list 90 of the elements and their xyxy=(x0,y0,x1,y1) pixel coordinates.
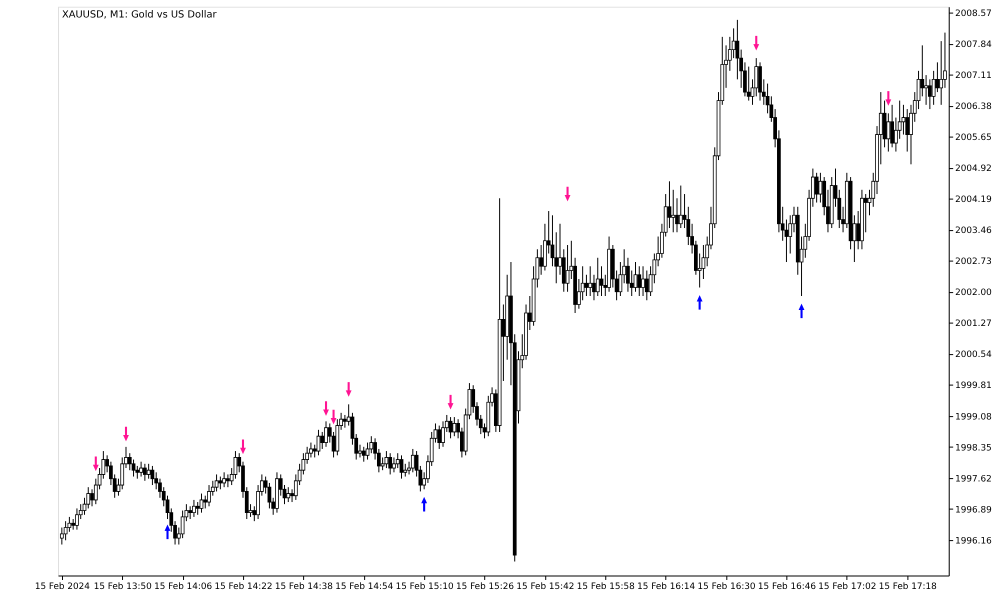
y-tick-label: 1996.89 xyxy=(955,505,992,516)
candlestick xyxy=(324,420,328,448)
candlestick xyxy=(222,472,226,488)
candlestick xyxy=(671,189,676,233)
candlestick xyxy=(139,461,143,478)
candlestick xyxy=(905,108,910,152)
candlestick xyxy=(539,244,544,276)
y-tick-label: 2006.38 xyxy=(955,102,992,112)
y-tick-label: 2007.11 xyxy=(955,71,992,82)
x-tick-label: 15 Feb 13:50 xyxy=(94,582,152,592)
candlestick xyxy=(362,446,366,462)
candlestick xyxy=(286,486,290,503)
candlestick xyxy=(890,104,894,148)
x-tick-label: 15 Feb 17:18 xyxy=(878,582,938,592)
candlestick xyxy=(71,518,76,530)
candlestick xyxy=(437,425,442,450)
y-tick-label: 2001.27 xyxy=(955,319,992,330)
x-tick-label: 15 Feb 14:54 xyxy=(335,582,394,592)
y-tick-label: 2007.84 xyxy=(955,40,992,50)
y-tick-label: 2004.19 xyxy=(955,195,992,206)
x-tick-label: 15 Feb 16:30 xyxy=(698,582,756,592)
candlestick xyxy=(668,180,672,229)
candlestick xyxy=(64,520,68,541)
candlestick xyxy=(343,414,347,428)
candlestick xyxy=(320,431,324,450)
candlestick xyxy=(936,62,940,93)
y-tick-label: 2003.46 xyxy=(955,226,992,236)
candlestick xyxy=(818,172,822,204)
candlestick xyxy=(226,474,230,488)
candlestick xyxy=(678,185,683,229)
candlestick xyxy=(392,456,396,473)
candlestick xyxy=(902,104,906,136)
candlestick xyxy=(924,74,928,106)
candlestick xyxy=(196,502,200,516)
y-tick-label: 1999.08 xyxy=(955,412,992,422)
candlestick xyxy=(146,463,151,480)
candlestick xyxy=(75,508,79,530)
x-tick-label: 15 Feb 17:02 xyxy=(818,582,876,592)
candlestick xyxy=(448,416,452,439)
y-tick-label: 1996.16 xyxy=(955,536,992,546)
x-tick-label: 15 Feb 15:10 xyxy=(396,582,454,592)
y-tick-label: 2008.57 xyxy=(955,9,992,20)
y-tick-label: 2000.54 xyxy=(955,350,992,360)
chart-title: XAUUSD, M1: Gold vs US Dollar xyxy=(62,10,218,21)
candlestick xyxy=(192,499,196,518)
x-tick-label: 15 Feb 15:58 xyxy=(576,582,636,592)
x-tick-label: 15 Feb 14:06 xyxy=(154,582,212,592)
candlestick xyxy=(188,506,192,520)
candlestick xyxy=(218,476,222,490)
candlestick xyxy=(928,78,932,110)
candlestick xyxy=(641,266,645,296)
y-tick-label: 2004.92 xyxy=(955,164,992,174)
candlestick xyxy=(388,452,392,475)
y-tick-label: 1999.81 xyxy=(955,381,992,392)
x-tick-label: 15 Feb 15:42 xyxy=(516,582,574,592)
y-tick-label: 2002.00 xyxy=(955,288,992,298)
candlestick xyxy=(150,465,154,486)
candlestick xyxy=(384,450,388,469)
y-tick-label: 1998.35 xyxy=(955,443,992,454)
candlestick xyxy=(214,474,218,492)
x-tick-label: 15 Feb 15:26 xyxy=(456,582,514,592)
candlestick xyxy=(814,172,819,204)
candlestick xyxy=(886,112,890,152)
x-tick-label: 15 Feb 16:46 xyxy=(758,582,816,592)
candlestick xyxy=(644,270,649,301)
candlestick xyxy=(588,266,592,296)
candlestick xyxy=(90,488,94,507)
candlestick xyxy=(566,244,570,292)
candlestick xyxy=(746,66,751,102)
y-tick-label: 1997.62 xyxy=(955,474,992,484)
candlestick xyxy=(410,448,415,473)
x-tick-label: 15 Feb 16:14 xyxy=(637,582,696,592)
x-tick-label: 15 Feb 14:22 xyxy=(214,582,272,592)
candlestick xyxy=(600,266,604,296)
y-tick-label: 2005.65 xyxy=(955,133,992,144)
x-tick-label: 15 Feb 2024 xyxy=(34,582,90,592)
candlestick xyxy=(142,463,147,482)
candlestick xyxy=(203,495,208,509)
candlestick xyxy=(637,266,642,296)
candlestick xyxy=(200,493,204,514)
x-tick-label: 15 Feb 14:38 xyxy=(274,582,334,592)
candlestick xyxy=(396,452,400,469)
candlestick xyxy=(584,274,588,296)
candlestick xyxy=(316,429,320,456)
candlestick xyxy=(207,484,211,507)
y-tick-label: 2002.73 xyxy=(955,257,992,268)
candlestick xyxy=(452,416,456,437)
candlestick xyxy=(596,257,600,296)
candlestick xyxy=(400,454,404,480)
candlestick xyxy=(634,262,638,292)
